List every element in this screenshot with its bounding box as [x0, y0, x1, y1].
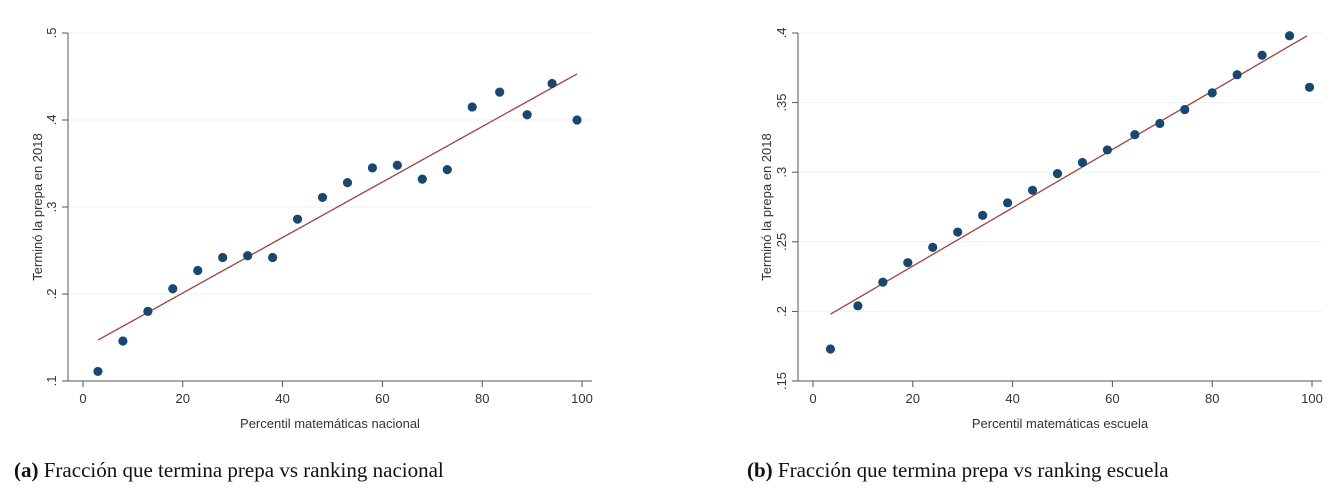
data-point — [1027, 185, 1038, 195]
data-point — [1155, 118, 1165, 129]
data-point — [572, 115, 582, 125]
x-tick-label: 0 — [809, 391, 816, 406]
data-point — [1232, 70, 1242, 80]
caption-a-label: (a) — [14, 458, 39, 482]
y-tick-label: .4 — [44, 115, 59, 126]
data-point — [1077, 157, 1088, 168]
data-point — [1130, 130, 1140, 140]
data-point — [243, 251, 253, 261]
chart-panel-a: .1 .2 .3 .4 .5 0 20 40 60 80 100 Percentil matemáti… — [0, 0, 610, 497]
data-point — [1304, 82, 1315, 92]
caption-b-text: Fracción que termina prepa vs ranking es… — [777, 458, 1169, 482]
data-point — [292, 214, 303, 224]
caption-a-text: Fracción que termina prepa vs ranking na… — [43, 458, 444, 482]
data-point — [268, 252, 278, 263]
caption-b: (b) Fracción que termina prepa vs rankin… — [747, 458, 1169, 483]
data-point — [1003, 198, 1013, 208]
data-point — [1284, 31, 1295, 41]
scatter-chart-b: .15 .2 .25 .3 .35 .4 0 20 40 60 80 100 Percentil mat… — [759, 28, 1323, 431]
fit-line — [97, 73, 578, 341]
data-point — [928, 242, 938, 252]
data-point — [118, 336, 128, 346]
y-tick-label: .15 — [774, 372, 789, 390]
caption-b-label: (b) — [747, 458, 773, 482]
y-tick-label: .2 — [44, 289, 59, 300]
y-tick-label: .3 — [44, 202, 59, 213]
data-point — [93, 366, 103, 377]
x-tick-label: 40 — [1005, 391, 1019, 406]
y-tick-label: .5 — [44, 28, 59, 39]
x-axis-title: Percentil matemáticas escuela — [972, 416, 1149, 431]
y-tick-label: .3 — [774, 167, 789, 178]
scatter-chart-a: .1 .2 .3 .4 .5 0 20 40 60 80 100 Percentil matemáti… — [30, 28, 593, 431]
y-tick-label: .1 — [44, 376, 59, 387]
y-tick-label: .35 — [774, 94, 789, 112]
x-tick-label: 60 — [1105, 391, 1119, 406]
data-point — [193, 265, 203, 276]
data-point — [218, 252, 228, 263]
caption-a: (a) Fracción que termina prepa vs rankin… — [14, 458, 444, 483]
y-tick-label: .4 — [774, 28, 789, 39]
data-point — [825, 344, 836, 354]
x-tick-label: 80 — [1205, 391, 1219, 406]
data-point — [978, 210, 988, 220]
y-tick-label: .2 — [774, 306, 789, 317]
data-point — [1180, 104, 1190, 115]
data-point — [953, 227, 963, 237]
data-point — [392, 160, 402, 170]
data-point — [143, 306, 153, 316]
data-point — [878, 277, 888, 287]
data-point — [495, 87, 505, 97]
x-axis-title: Percentil matemáticas nacional — [240, 416, 420, 431]
data-point — [168, 284, 178, 294]
data-point — [1257, 50, 1267, 60]
data-point — [1102, 145, 1113, 155]
x-tick-label: 100 — [1301, 391, 1323, 406]
y-axis-title: Terminó la prepa en 2018 — [759, 133, 774, 280]
x-tick-label: 20 — [176, 391, 190, 406]
data-point — [442, 164, 452, 175]
data-point — [1052, 168, 1063, 179]
y-tick-label: .25 — [774, 233, 789, 251]
data-point — [1207, 88, 1217, 98]
x-tick-label: 60 — [375, 391, 389, 406]
x-tick-label: 20 — [906, 391, 920, 406]
data-point — [903, 258, 913, 268]
data-point — [367, 163, 378, 173]
data-point — [522, 110, 532, 120]
x-tick-label: 100 — [571, 391, 593, 406]
x-tick-label: 0 — [79, 391, 86, 406]
chart-panel-b: .15 .2 .25 .3 .35 .4 0 20 40 60 80 100 Percentil mat… — [733, 0, 1343, 497]
data-point — [853, 301, 863, 311]
data-point — [547, 78, 557, 89]
data-point — [342, 178, 353, 188]
data-point — [317, 192, 328, 203]
data-point — [467, 102, 477, 112]
fit-line — [830, 35, 1308, 315]
y-axis-title: Terminó la prepa en 2018 — [30, 133, 45, 280]
x-tick-label: 40 — [275, 391, 289, 406]
x-tick-label: 80 — [475, 391, 489, 406]
data-point — [417, 174, 427, 184]
